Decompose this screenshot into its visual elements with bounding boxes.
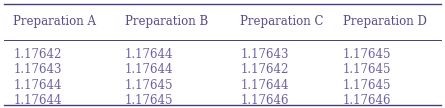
- Text: 1.17645: 1.17645: [343, 48, 391, 60]
- Text: Preparation B: Preparation B: [125, 15, 208, 28]
- Text: 1.17642: 1.17642: [240, 63, 289, 76]
- Text: 1.17644: 1.17644: [125, 63, 173, 76]
- Text: 1.17645: 1.17645: [343, 63, 391, 76]
- Text: 1.17645: 1.17645: [343, 79, 391, 92]
- Text: 1.17644: 1.17644: [240, 79, 289, 92]
- Text: Preparation A: Preparation A: [13, 15, 97, 28]
- Text: Preparation C: Preparation C: [240, 15, 324, 28]
- Text: 1.17645: 1.17645: [125, 79, 173, 92]
- Text: 1.17645: 1.17645: [125, 94, 173, 107]
- Text: 1.17643: 1.17643: [13, 63, 62, 76]
- Text: 1.17644: 1.17644: [125, 48, 173, 60]
- Text: 1.17644: 1.17644: [13, 94, 62, 107]
- Text: Preparation D: Preparation D: [343, 15, 426, 28]
- Text: 1.17646: 1.17646: [343, 94, 391, 107]
- Text: 1.17644: 1.17644: [13, 79, 62, 92]
- Text: 1.17642: 1.17642: [13, 48, 62, 60]
- Text: 1.17643: 1.17643: [240, 48, 289, 60]
- Text: 1.17646: 1.17646: [240, 94, 289, 107]
